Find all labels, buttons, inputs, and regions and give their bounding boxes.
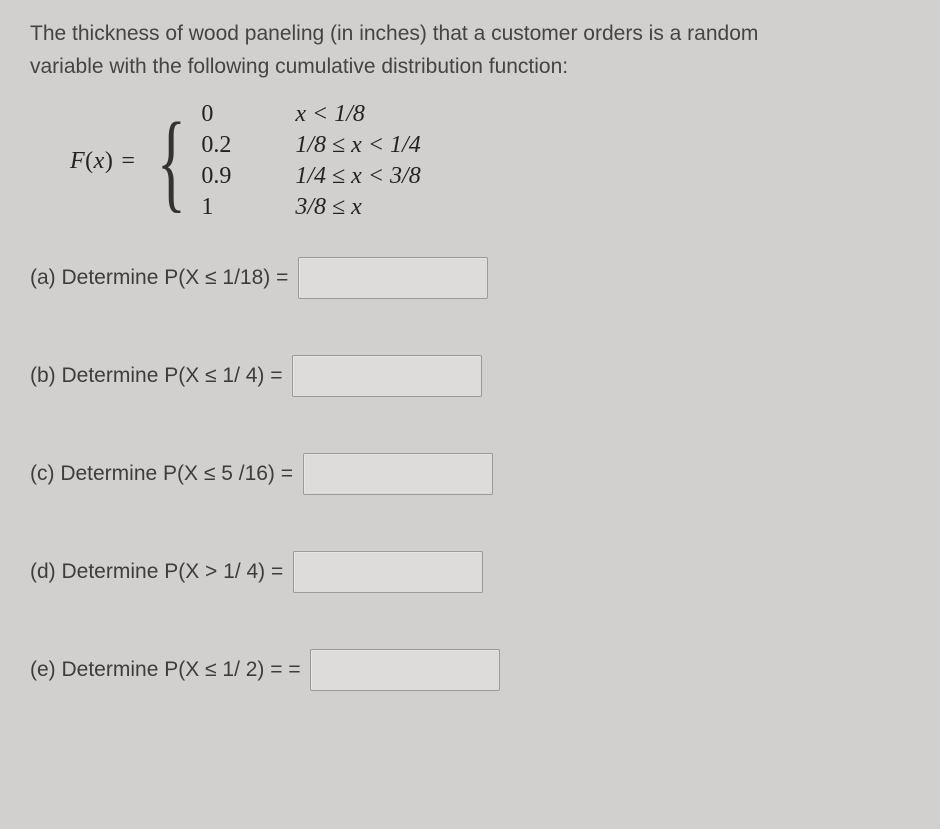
question-a-label: (a) Determine P(X ≤ 1/18) = <box>30 266 294 290</box>
answer-input-c[interactable] <box>303 453 493 495</box>
answer-input-a[interactable] <box>298 257 488 299</box>
cdf-cond-2: 1/4 ≤ x < 3/8 <box>295 163 420 190</box>
question-b-label: (b) Determine P(X ≤ 1/ 4) = <box>30 364 288 388</box>
question-b: (b) Determine P(X ≤ 1/ 4) = <box>30 355 918 397</box>
cdf-value-2: 0.9 <box>201 163 271 190</box>
cdf-lhs: F(x) = <box>70 148 137 175</box>
question-a: (a) Determine P(X ≤ 1/18) = <box>30 257 918 299</box>
question-c: (c) Determine P(X ≤ 5 /16) = <box>30 453 918 495</box>
question-c-label: (c) Determine P(X ≤ 5 /16) = <box>30 462 299 486</box>
cdf-value-1: 0.2 <box>201 132 271 159</box>
question-e-label: (e) Determine P(X ≤ 1/ 2) = = <box>30 658 306 682</box>
cdf-definition: F(x) = { 0 x < 1/8 0.2 1/8 ≤ x < 1/4 0.9… <box>70 101 918 221</box>
cdf-cond-0: x < 1/8 <box>295 101 420 128</box>
cdf-cond-3: 3/8 ≤ x <box>295 194 420 221</box>
cdf-cond-1: 1/8 ≤ x < 1/4 <box>295 132 420 159</box>
cdf-value-0: 0 <box>201 101 271 128</box>
brace-icon: { <box>156 116 185 206</box>
answer-input-e[interactable] <box>310 649 500 691</box>
intro-line-2: variable with the following cumulative d… <box>30 55 568 78</box>
cdf-cases: 0 x < 1/8 0.2 1/8 ≤ x < 1/4 0.9 1/4 ≤ x … <box>201 101 420 221</box>
question-d: (d) Determine P(X > 1/ 4) = <box>30 551 918 593</box>
intro-line-1: The thickness of wood paneling (in inche… <box>30 22 758 45</box>
answer-input-b[interactable] <box>292 355 482 397</box>
question-d-label: (d) Determine P(X > 1/ 4) = <box>30 560 289 584</box>
problem-statement: The thickness of wood paneling (in inche… <box>30 18 918 83</box>
question-e: (e) Determine P(X ≤ 1/ 2) = = <box>30 649 918 691</box>
cdf-value-3: 1 <box>201 194 271 221</box>
answer-input-d[interactable] <box>293 551 483 593</box>
